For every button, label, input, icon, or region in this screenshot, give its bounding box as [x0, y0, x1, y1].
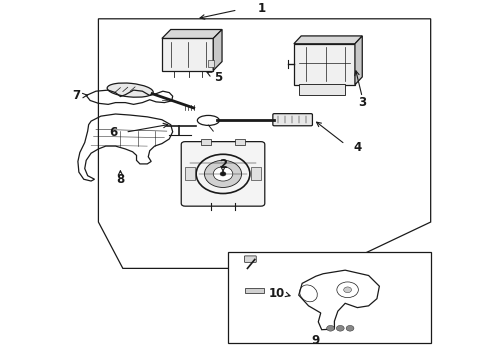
- Bar: [208, 60, 214, 67]
- FancyBboxPatch shape: [245, 256, 256, 262]
- Circle shape: [220, 172, 226, 176]
- Ellipse shape: [107, 83, 153, 97]
- Circle shape: [327, 325, 334, 331]
- Polygon shape: [294, 36, 362, 44]
- Polygon shape: [355, 36, 362, 85]
- Text: 7: 7: [73, 89, 80, 102]
- FancyBboxPatch shape: [273, 114, 313, 126]
- Text: 5: 5: [214, 71, 222, 84]
- Bar: [185, 167, 195, 180]
- Circle shape: [336, 325, 344, 331]
- Bar: [201, 139, 211, 145]
- Bar: [251, 167, 261, 180]
- Bar: [245, 288, 264, 293]
- Polygon shape: [162, 30, 222, 39]
- Bar: [294, 44, 355, 85]
- Text: 4: 4: [353, 141, 362, 154]
- Circle shape: [204, 160, 242, 188]
- FancyBboxPatch shape: [181, 141, 265, 206]
- Text: 2: 2: [219, 158, 227, 171]
- Text: 6: 6: [109, 126, 117, 139]
- Text: 8: 8: [116, 173, 124, 186]
- Bar: [299, 84, 345, 95]
- Bar: [228, 252, 431, 343]
- Polygon shape: [213, 30, 222, 71]
- Text: 1: 1: [258, 2, 266, 15]
- Bar: [235, 139, 245, 145]
- Circle shape: [213, 167, 233, 181]
- Text: 10: 10: [269, 287, 285, 300]
- Text: 3: 3: [358, 96, 367, 109]
- Text: 9: 9: [312, 334, 320, 347]
- Circle shape: [343, 287, 351, 293]
- Bar: [162, 39, 213, 71]
- Circle shape: [346, 325, 354, 331]
